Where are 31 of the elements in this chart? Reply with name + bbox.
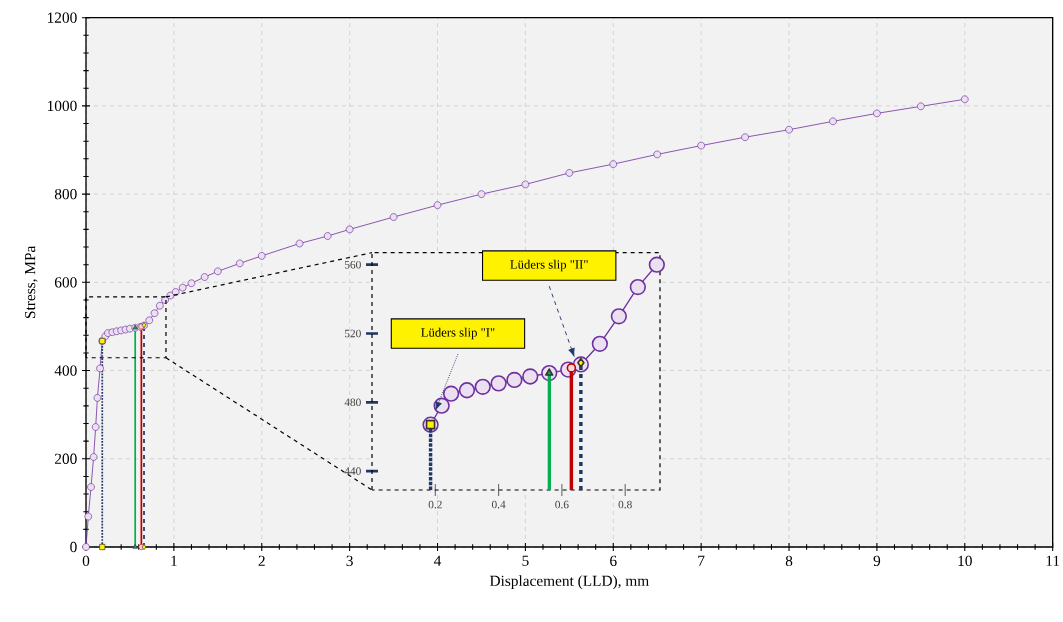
x-tick-label: 0.2 [428, 500, 442, 509]
annotation: Lüders slip "I" [421, 327, 495, 340]
y-tick-label: 520 [344, 329, 361, 338]
x-axis-title: Displacement (LLD), mm [489, 575, 649, 590]
y-tick-label: 480 [344, 398, 361, 407]
x-tick-label: 3 [346, 555, 353, 567]
y-tick-label: 440 [344, 467, 361, 475]
x-tick-label: 0 [82, 555, 90, 567]
x-tick-label: 10 [958, 555, 972, 567]
x-tick-label: 2 [258, 555, 265, 566]
y-axis-title: Stress, MPa [24, 245, 38, 318]
x-tick-label: 0.8 [618, 500, 632, 509]
y-tick-label: 1000 [47, 100, 77, 112]
x-tick-label: 11 [1046, 555, 1060, 566]
x-tick-label: 6 [610, 555, 617, 567]
x-tick-label: 9 [873, 555, 881, 567]
y-tick-label: 1200 [47, 12, 77, 23]
x-tick-label: 0.6 [555, 500, 569, 509]
y-tick-label: 400 [54, 365, 77, 376]
y-tick-label: 600 [54, 277, 77, 288]
x-tick-label: 8 [785, 555, 793, 567]
y-tick-label: 800 [54, 188, 77, 200]
y-tick-label: 0 [70, 541, 77, 553]
x-tick-label: 1 [171, 555, 177, 566]
x-tick-label: 5 [522, 555, 529, 566]
x-tick-label: 4 [433, 555, 442, 566]
x-tick-label: 0.4 [491, 500, 506, 509]
y-tick-label: 200 [54, 453, 77, 464]
annotation: Lüders slip "II" [510, 259, 588, 272]
x-tick-label: 7 [698, 555, 705, 566]
y-tick-label: 560 [344, 260, 361, 269]
